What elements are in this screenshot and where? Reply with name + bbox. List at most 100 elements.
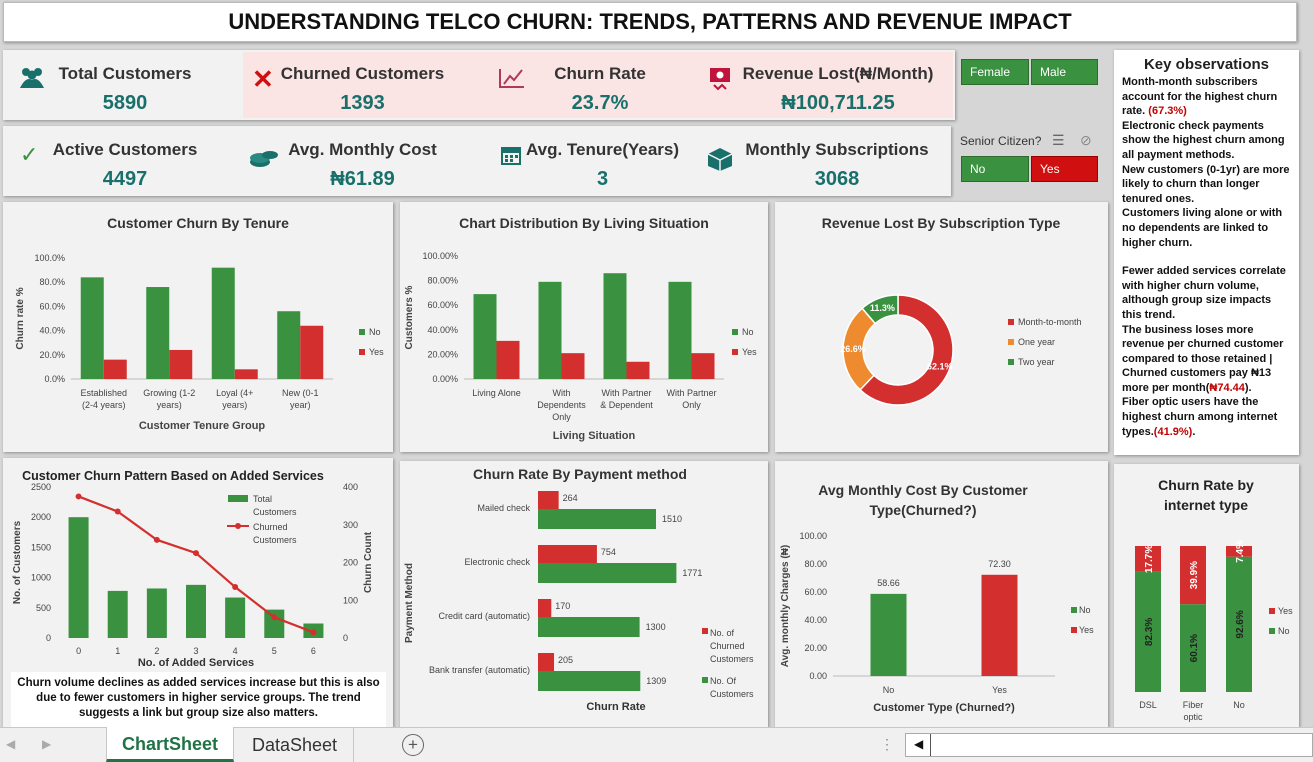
x-tick-label: 0: [76, 646, 81, 656]
kpi-label: Revenue Lost(₦/Month): [742, 64, 934, 83]
clear-filter-icon[interactable]: ⊘: [1080, 132, 1092, 148]
bar-yes: [691, 353, 715, 379]
legend-swatch: [702, 628, 708, 634]
chart-panel-subscription[interactable]: Revenue Lost By Subscription Type 62.1% 26…: [775, 202, 1108, 452]
y-tick-label: 0.00: [809, 671, 827, 681]
horizontal-scrollbar[interactable]: ◀: [905, 733, 1313, 757]
legend-swatch: [1008, 339, 1014, 345]
kpi-total-customers: Total Customers 5890: [50, 64, 200, 115]
x-tick-label: Growing (1-2: [143, 388, 195, 398]
legend-label: Month-to-month: [1018, 317, 1082, 327]
bar-total: [538, 671, 641, 691]
slice-label: 26.6%: [840, 344, 866, 354]
y-tick-label: 100.0%: [34, 253, 65, 263]
legend-label: Churned: [253, 522, 288, 532]
y-tick-label: Electronic check: [464, 557, 530, 567]
trend-down-icon: [497, 66, 527, 96]
kpi-avg-tenure: Avg. Tenure(Years) 3: [525, 140, 680, 191]
scroll-right-icon[interactable]: ▶: [42, 737, 52, 751]
data-label: 1510: [662, 514, 682, 524]
observation-text: The business loses more revenue per chur…: [1122, 323, 1284, 394]
data-label: 754: [601, 547, 616, 557]
legend-swatch: [1269, 628, 1275, 634]
x-tick-label: Only: [682, 400, 701, 410]
y-tick-label: 100.00%: [422, 251, 458, 261]
y-tick-label: 20.00: [804, 643, 827, 653]
x-tick-label: 5: [272, 646, 277, 656]
senior-yes-button[interactable]: Yes: [1031, 156, 1098, 182]
legend-swatch: [228, 495, 248, 502]
tab-datasheet[interactable]: DataSheet: [236, 728, 354, 762]
chart-panel-payment[interactable]: Churn Rate By Payment method Mailed check…: [400, 461, 768, 727]
more-options-icon[interactable]: ⋮: [880, 736, 894, 752]
bar-yes: [496, 340, 520, 379]
bar-total-customers: [107, 590, 128, 638]
legend-swatch: [359, 349, 365, 355]
x-tick-label: 3: [193, 646, 198, 656]
y-tick-label: 0: [46, 633, 51, 643]
kpi-avg-monthly-cost: Avg. Monthly Cost ₦61.89: [285, 140, 440, 191]
scrollbar-thumb[interactable]: [930, 734, 931, 756]
legend-label: No. of: [710, 628, 735, 638]
tab-chartsheet[interactable]: ChartSheet: [106, 727, 234, 762]
y-tick-label: 80.00%: [427, 276, 458, 286]
y-tick-label: 100.00: [799, 531, 827, 541]
data-label: 58.66: [877, 578, 900, 588]
senior-no-button[interactable]: No: [961, 156, 1029, 182]
chart-panel-monthly[interactable]: Avg Monthly Cost By Customer Type(Churned…: [775, 461, 1108, 727]
scroll-left-icon[interactable]: ◀: [6, 737, 16, 751]
bar-no: [1180, 604, 1206, 692]
gender-male-button[interactable]: Male: [1031, 59, 1098, 85]
x-tick-label: Established: [80, 388, 127, 398]
kpi-value: 23.7%: [571, 92, 629, 114]
chart-panel-tenure[interactable]: Customer Churn By Tenure 0.0% 20.0% 40.0% 60…: [3, 202, 393, 452]
x-icon: ✕: [252, 64, 274, 94]
x-axis-label: Customer Type (Churned?): [873, 702, 1015, 714]
y-axis-label: Avg. monthly Charges (₦): [780, 545, 791, 667]
chart-title: Type(Churned?): [869, 502, 976, 518]
x-tick-label: No: [1233, 700, 1245, 710]
legend-label: No: [1079, 605, 1091, 615]
bar-no: [1226, 556, 1252, 692]
observation-text: ).: [1244, 381, 1252, 394]
x-tick-label: New (0-1: [282, 388, 319, 398]
legend-label: Yes: [742, 347, 757, 357]
legend-swatch: [732, 349, 738, 355]
gender-female-button[interactable]: Female: [961, 59, 1029, 85]
donut-slice: [859, 294, 954, 406]
chart-panel-services[interactable]: Customer Churn Pattern Based on Added Se…: [3, 458, 393, 728]
multi-select-icon[interactable]: ☰: [1052, 132, 1065, 148]
kpi-value: 3: [596, 168, 609, 190]
legend-swatch: [235, 523, 241, 529]
bar-total-customers: [186, 584, 206, 638]
x-tick-label: optic: [1183, 712, 1203, 722]
y-tick-label: Credit card (automatic): [438, 611, 530, 621]
chart-panel-internet[interactable]: Churn Rate by internet type 17.7% 82.3% DSL 3…: [1114, 464, 1299, 727]
chart-title: Chart Distribution By Living Situation: [459, 215, 709, 231]
bar-yes: [561, 353, 585, 379]
check-icon: ✓: [20, 142, 39, 167]
chart-panel-living[interactable]: Chart Distribution By Living Situation 0.…: [400, 202, 768, 452]
data-label: 1309: [646, 676, 666, 686]
bar-no: [538, 281, 562, 379]
kpi-row-2: [3, 126, 951, 196]
bar-total-customers: [225, 597, 246, 638]
legend-label: No: [742, 327, 754, 337]
legend-label: Customers: [710, 654, 754, 664]
x-tick-label: With Partner: [601, 388, 651, 398]
legend-swatch: [732, 329, 738, 335]
y-tick-label: 20.0%: [39, 350, 65, 360]
y-tick-label: Bank transfer (automatic): [429, 665, 530, 675]
add-sheet-icon[interactable]: +: [402, 734, 424, 756]
kpi-label: Total Customers: [58, 64, 192, 83]
kpi-active-customers: Active Customers 4497: [50, 140, 200, 191]
scrollbar-left-arrow-icon[interactable]: ◀: [914, 737, 924, 751]
payment-chart: Churn Rate By Payment method Mailed check…: [404, 466, 754, 713]
y2-axis-label: Churn Count: [363, 531, 374, 593]
legend-label: Yes: [369, 347, 384, 357]
bar-churned: [538, 653, 555, 671]
legend-swatch: [1071, 607, 1077, 613]
x-tick-label: DSL: [1139, 700, 1157, 710]
y-tick-label: 1000: [31, 573, 51, 583]
bar-no: [146, 287, 170, 379]
